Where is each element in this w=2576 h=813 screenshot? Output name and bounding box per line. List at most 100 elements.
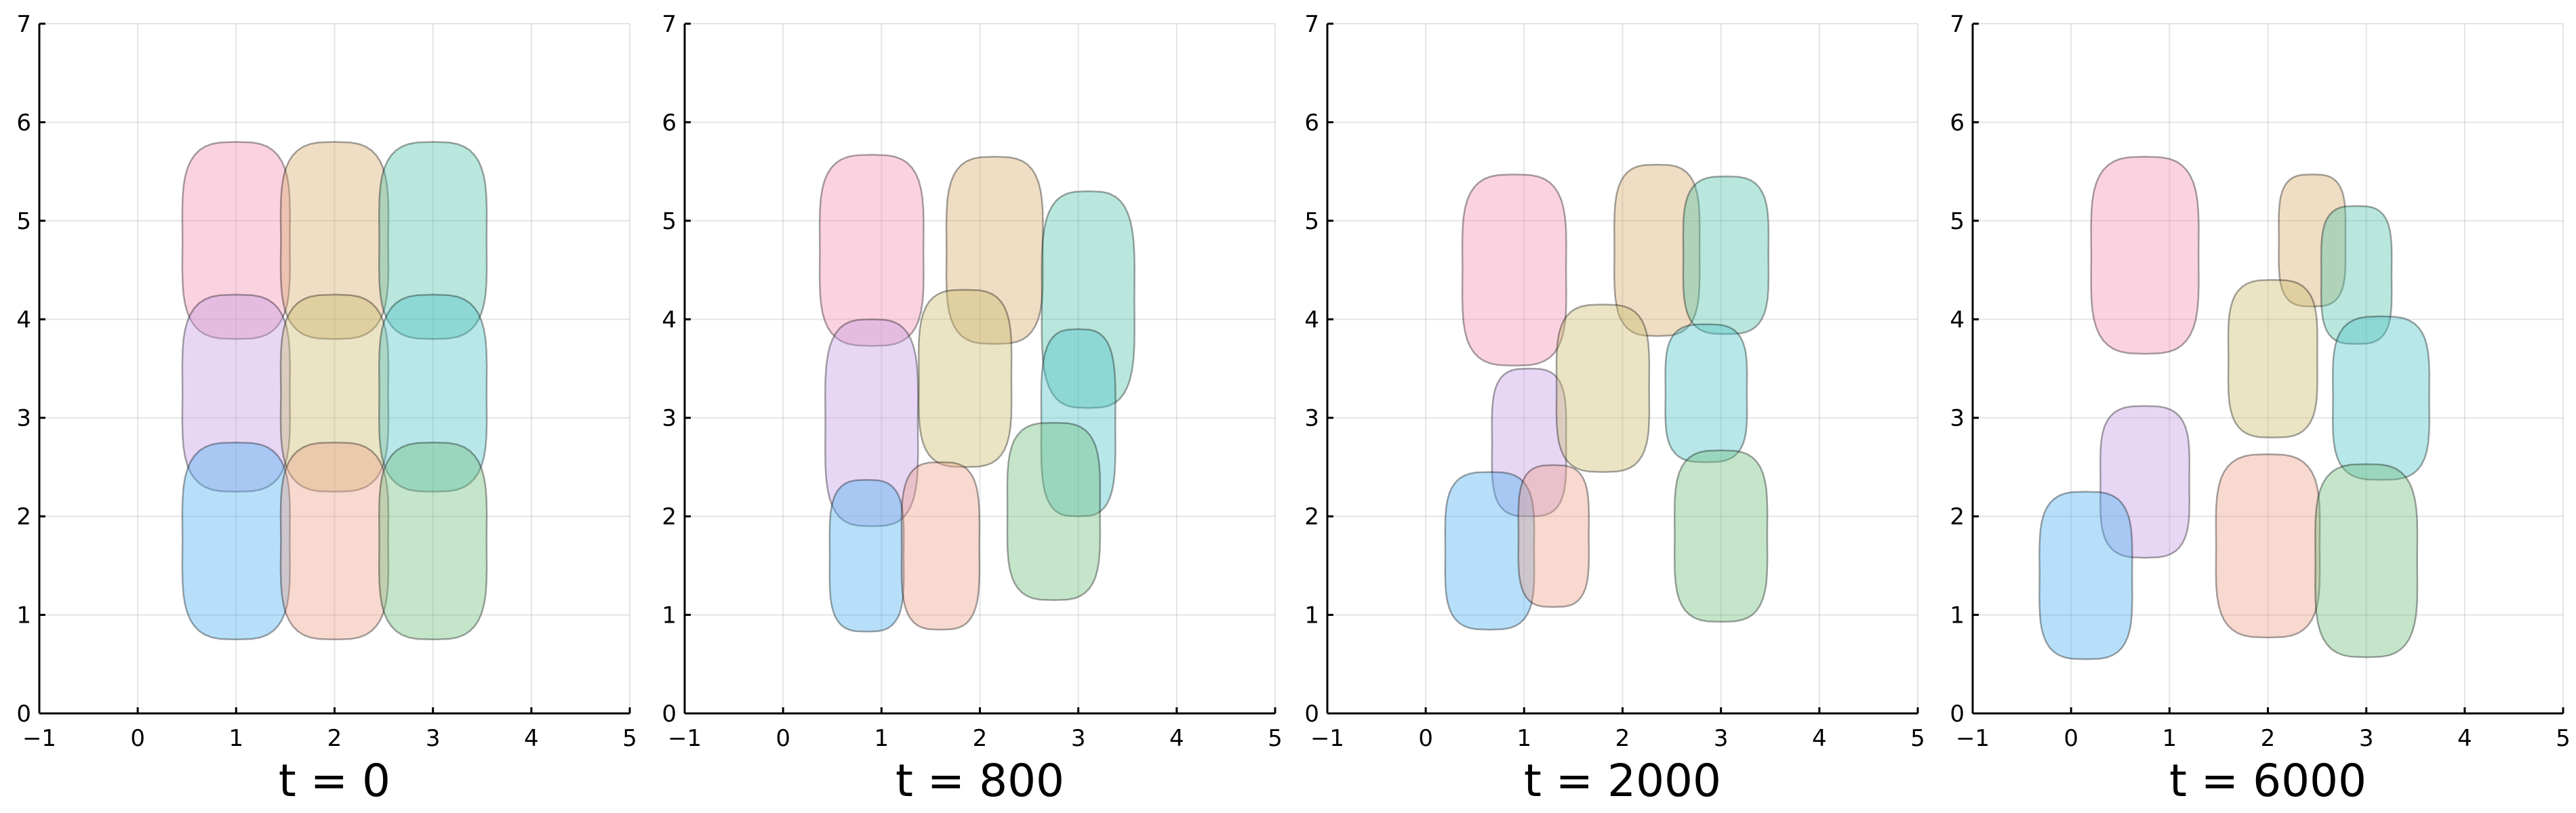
y-tick-label: 6 xyxy=(1950,109,1965,136)
cell-2 xyxy=(945,156,1044,345)
x-tick-label: 0 xyxy=(776,725,790,752)
y-tick-label: 4 xyxy=(16,306,31,333)
cell-4 xyxy=(1491,367,1567,518)
cell-4 xyxy=(2099,405,2191,559)
x-tick-label: 1 xyxy=(2162,725,2177,752)
y-tick-label: 6 xyxy=(662,109,677,136)
x-tick-label: −1 xyxy=(668,725,702,752)
y-tick-label: 3 xyxy=(662,405,677,432)
cell-3 xyxy=(1041,190,1135,409)
y-tick-label: 0 xyxy=(662,701,677,728)
cell-1 xyxy=(818,154,925,347)
x-tick-label: 1 xyxy=(874,725,889,752)
cell-3 xyxy=(378,141,488,340)
y-tick-label: 1 xyxy=(16,602,31,629)
x-tick-label: 0 xyxy=(2064,725,2078,752)
x-tick-label: 2 xyxy=(1615,725,1630,752)
y-tick-label: 2 xyxy=(16,503,31,530)
y-tick-label: 5 xyxy=(16,208,31,235)
x-tick-label: 0 xyxy=(1418,725,1433,752)
y-tick-label: 0 xyxy=(1950,701,1965,728)
cell-9 xyxy=(1006,421,1102,602)
cell-2 xyxy=(1613,163,1701,337)
y-tick-label: 4 xyxy=(1304,306,1319,333)
x-tick-label: 4 xyxy=(2457,725,2472,752)
x-tick-label: 3 xyxy=(426,725,441,752)
cell-1 xyxy=(2090,156,2200,355)
panel-title: t = 800 xyxy=(895,755,1064,807)
cells xyxy=(818,154,1135,633)
cells xyxy=(1444,163,1770,631)
x-tick-label: 3 xyxy=(2359,725,2374,752)
x-tick-label: 4 xyxy=(524,725,539,752)
cell-9 xyxy=(2314,463,2419,659)
cell-9 xyxy=(1673,449,1769,623)
x-tick-label: 2 xyxy=(973,725,988,752)
y-tick-label: 5 xyxy=(1950,208,1965,235)
cell-9 xyxy=(378,441,488,641)
cell-5 xyxy=(279,293,390,493)
y-tick-label: 2 xyxy=(1304,503,1319,530)
cell-1 xyxy=(1461,173,1567,367)
y-tick-label: 7 xyxy=(1304,11,1319,38)
cell-6 xyxy=(1040,328,1116,518)
y-tick-label: 0 xyxy=(16,701,31,728)
y-tick-label: 5 xyxy=(662,208,677,235)
y-tick-label: 7 xyxy=(16,11,31,38)
cells xyxy=(181,141,488,641)
cell-5 xyxy=(2227,278,2318,439)
cell-1 xyxy=(181,141,291,340)
cell-6 xyxy=(1664,323,1748,463)
y-tick-label: 1 xyxy=(1950,602,1965,629)
cell-2 xyxy=(2278,173,2347,308)
x-tick-label: 3 xyxy=(1071,725,1086,752)
y-tick-label: 2 xyxy=(1950,503,1965,530)
cell-2 xyxy=(279,141,390,340)
cell-7 xyxy=(2038,491,2133,661)
cell-3 xyxy=(1682,175,1770,335)
x-tick-label: 5 xyxy=(2556,725,2571,752)
y-tick-label: 1 xyxy=(1304,602,1319,629)
cell-4 xyxy=(824,318,919,527)
panel-title: t = 6000 xyxy=(2169,755,2367,807)
cell-7 xyxy=(1444,471,1535,631)
cell-7 xyxy=(181,441,291,641)
cell-3 xyxy=(2320,205,2393,345)
y-tick-label: 5 xyxy=(1304,208,1319,235)
cell-6 xyxy=(378,293,488,493)
cell-6 xyxy=(2331,315,2430,481)
y-tick-label: 3 xyxy=(1304,405,1319,432)
y-tick-label: 4 xyxy=(662,306,677,333)
x-tick-label: 0 xyxy=(130,725,145,752)
y-tick-label: 3 xyxy=(16,405,31,432)
y-tick-label: 1 xyxy=(662,602,677,629)
y-tick-label: 6 xyxy=(1304,109,1319,136)
cell-8 xyxy=(900,461,981,631)
x-tick-label: 1 xyxy=(229,725,244,752)
panel-title: t = 0 xyxy=(279,755,390,807)
x-tick-label: −1 xyxy=(1956,725,1990,752)
y-tick-label: 2 xyxy=(662,503,677,530)
cell-8 xyxy=(1517,464,1590,608)
cell-7 xyxy=(828,479,905,633)
cell-5 xyxy=(917,289,1013,468)
y-tick-label: 0 xyxy=(1304,701,1319,728)
cells xyxy=(2038,156,2430,661)
y-tick-label: 7 xyxy=(662,11,677,38)
x-tick-label: 4 xyxy=(1169,725,1184,752)
x-tick-label: 5 xyxy=(1268,725,1283,752)
x-tick-label: −1 xyxy=(1310,725,1344,752)
x-tick-label: 3 xyxy=(1714,725,1729,752)
x-tick-label: 5 xyxy=(1910,725,1925,752)
x-tick-label: −1 xyxy=(22,725,56,752)
x-tick-label: 2 xyxy=(2261,725,2276,752)
cell-5 xyxy=(1555,304,1651,473)
panel-title: t = 2000 xyxy=(1524,755,1721,807)
y-tick-label: 3 xyxy=(1950,405,1965,432)
cell-4 xyxy=(181,293,291,493)
